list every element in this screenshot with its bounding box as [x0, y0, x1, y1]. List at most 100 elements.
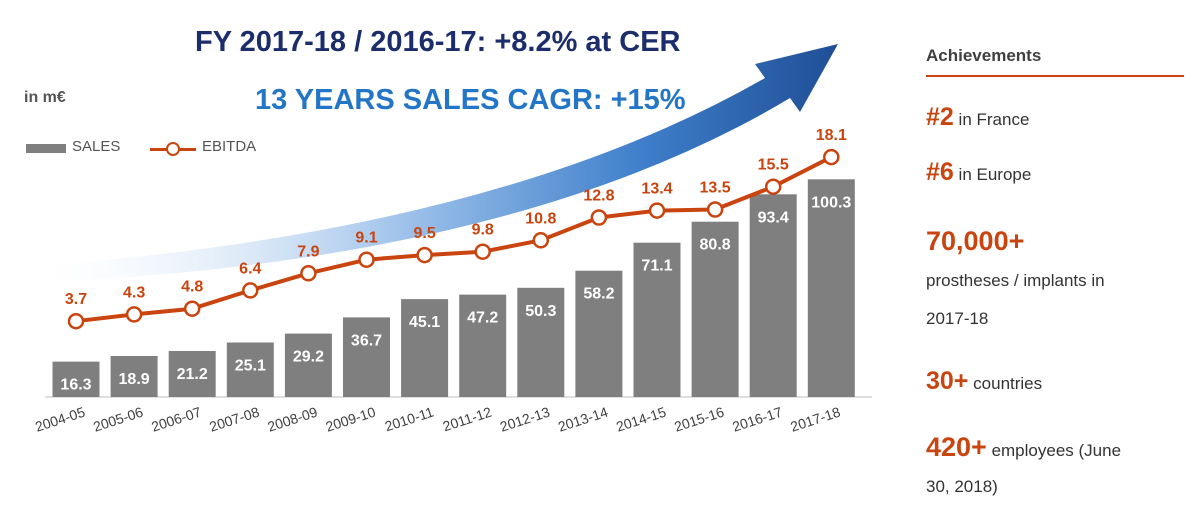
sales-value-label: 80.8 — [700, 237, 731, 254]
achievement-europe-value: #6 — [926, 158, 954, 186]
sales-value-label: 21.2 — [177, 366, 208, 383]
sales-value-label: 50.3 — [525, 303, 556, 320]
sales-bar-2017-18 — [807, 179, 855, 397]
achievement-employees-value: 420+ — [926, 432, 987, 462]
sales-bar-2016-17 — [749, 194, 797, 397]
category-label: 2008-09 — [266, 404, 320, 435]
sales-ebitda-chart: 16.3 18.9 21.2 25.1 29.2 36.7 45.1 47.2 50.3 58.2… — [33, 44, 872, 435]
sales-value-label: 16.3 — [60, 377, 91, 394]
sales-value-label: 47.2 — [467, 310, 498, 327]
ebitda-point-2014-15 — [648, 202, 666, 219]
sales-value-label: 71.1 — [641, 258, 672, 275]
achievement-europe: #6 in Europe — [926, 157, 1031, 190]
sales-value-label: 18.9 — [119, 371, 150, 388]
ebitda-point-2006-07 — [183, 300, 201, 317]
achievement-prostheses: 70,000+ prostheses / implants in 2017-18 — [926, 226, 1105, 334]
legend-sales-label: SALES — [72, 138, 121, 155]
ebitda-value-label: 9.8 — [472, 222, 494, 239]
sales-value-label: 36.7 — [351, 332, 382, 349]
ebitda-value-label: 9.5 — [413, 225, 435, 242]
category-label: 2013-14 — [556, 404, 610, 435]
sales-value-label: 100.3 — [811, 194, 851, 211]
sales-bar-2010-11 — [401, 299, 449, 397]
achievement-prostheses-line2: 2017-18 — [926, 309, 989, 328]
category-label: 2009-10 — [324, 404, 378, 435]
sales-bar-2009-10 — [343, 317, 390, 397]
sales-bar-2012-13 — [517, 287, 565, 397]
achievement-employees: 420+ employees (June 30, 2018) — [926, 432, 1121, 502]
sales-bar-2013-14 — [575, 270, 623, 397]
achievement-countries-text: countries — [973, 374, 1043, 393]
category-label: 2012-13 — [498, 404, 552, 435]
ebitda-line — [75, 155, 833, 324]
sales-value-label: 45.1 — [409, 314, 440, 331]
category-label: 2005-06 — [91, 404, 145, 435]
achievement-countries: 30+ countries — [926, 366, 1042, 399]
legend-ebitda-marker — [166, 142, 180, 156]
sales-bar-2006-07 — [168, 351, 216, 397]
ebitda-value-label: 10.8 — [525, 210, 556, 227]
sales-value-label: 25.1 — [235, 358, 266, 375]
achievements-divider — [926, 75, 1184, 77]
headline-cagr: 13 YEARS SALES CAGR: +15% — [255, 84, 686, 116]
achievement-prostheses-line1: prostheses / implants in — [926, 271, 1105, 290]
achievement-employees-line2: 30, 2018) — [926, 477, 998, 496]
sales-bar-2011-12 — [459, 294, 507, 397]
category-label: 2015-16 — [672, 404, 726, 435]
category-label: 2004-05 — [33, 404, 87, 435]
sales-bar-2014-15 — [633, 242, 681, 397]
achievements-title: Achievements — [926, 46, 1042, 65]
achievement-countries-value: 30+ — [926, 367, 969, 395]
ebitda-value-label: 4.8 — [181, 279, 203, 296]
ebitda-value-label: 7.9 — [297, 243, 319, 260]
achievement-france-text: in France — [958, 110, 1030, 129]
achievements-panel: Achievements #2 in France #6 in Europe 7… — [926, 46, 1188, 496]
ebitda-point-2009-10 — [358, 251, 375, 268]
achievement-europe-text: in Europe — [958, 165, 1032, 184]
achievement-prostheses-value: 70,000+ — [926, 226, 1025, 256]
ebitda-value-label: 12.8 — [583, 188, 614, 205]
achievement-france: #2 in France — [926, 102, 1029, 135]
ebitda-value-label: 13.5 — [700, 180, 731, 197]
ebitda-point-2007-08 — [242, 282, 259, 299]
category-label: 2014-15 — [614, 404, 668, 435]
ebitda-value-label: 18.1 — [816, 127, 847, 144]
ebitda-point-2011-12 — [474, 243, 491, 260]
legend-ebitda-label: EBITDA — [202, 138, 257, 155]
sales-value-label: 93.4 — [758, 209, 789, 226]
ebitda-point-2013-14 — [590, 209, 608, 226]
ebitda-value-label: 13.4 — [641, 181, 672, 198]
ebitda-value-label: 4.3 — [123, 284, 145, 301]
unit-label: in m€ — [24, 89, 66, 106]
ebitda-point-2017-18 — [823, 148, 840, 166]
sales-bar-2015-16 — [691, 221, 739, 397]
headline-growth: FY 2017-18 / 2016-17: +8.2% at CER — [195, 26, 681, 58]
ebitda-point-2008-09 — [300, 265, 317, 282]
ebitda-point-2015-16 — [706, 201, 724, 218]
growth-arrow — [48, 44, 838, 282]
sales-bar-2008-09 — [284, 333, 332, 397]
category-label: 2017-18 — [788, 404, 842, 435]
category-label: 2011-12 — [441, 404, 494, 435]
ebitda-value-label: 15.5 — [758, 157, 789, 174]
ebitda-value-label: 3.7 — [65, 291, 87, 308]
sales-value-label: 58.2 — [583, 286, 614, 303]
sales-bar-2004-05 — [52, 361, 100, 397]
ebitda-point-2012-13 — [532, 232, 550, 249]
ebitda-value-label: 9.1 — [355, 230, 377, 247]
ebitda-point-2004-05 — [67, 312, 85, 330]
ebitda-point-2005-06 — [125, 306, 143, 323]
ebitda-value-label: 6.4 — [239, 260, 261, 277]
ebitda-point-2016-17 — [764, 178, 782, 195]
category-label: 2010-11 — [383, 404, 436, 435]
ebitda-point-2010-11 — [416, 246, 433, 264]
achievement-france-value: #2 — [926, 103, 954, 131]
category-label: 2016-17 — [730, 404, 784, 435]
sales-value-label: 29.2 — [293, 349, 324, 366]
sales-bar-2005-06 — [110, 356, 158, 397]
achievement-employees-text: employees (June — [991, 441, 1122, 460]
category-label: 2006-07 — [149, 404, 203, 435]
category-label: 2007-08 — [207, 404, 261, 435]
legend-sales-swatch — [26, 144, 66, 153]
sales-bar-2007-08 — [226, 342, 274, 397]
